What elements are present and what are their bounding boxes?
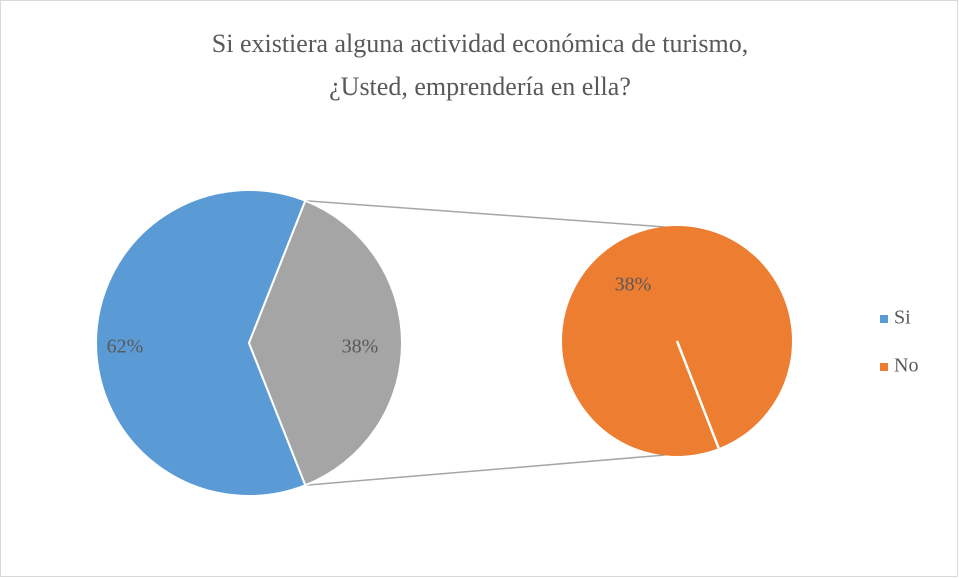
legend-label: No xyxy=(894,355,918,377)
data-label: 62% xyxy=(107,336,144,358)
connector-line xyxy=(305,454,666,487)
pie-slice xyxy=(95,189,307,497)
legend-swatch xyxy=(880,315,888,323)
slice-border xyxy=(675,340,720,449)
pie-slice xyxy=(247,199,403,487)
data-label: 38% xyxy=(342,336,379,358)
chart-title: ¿Usted, emprendería en ella? xyxy=(329,72,631,101)
legend-label: Si xyxy=(894,307,911,329)
connector-line xyxy=(305,199,666,228)
chart-title: Si existiera alguna actividad económica … xyxy=(212,29,748,58)
legend-swatch xyxy=(880,363,888,371)
data-label: 38% xyxy=(615,274,652,296)
